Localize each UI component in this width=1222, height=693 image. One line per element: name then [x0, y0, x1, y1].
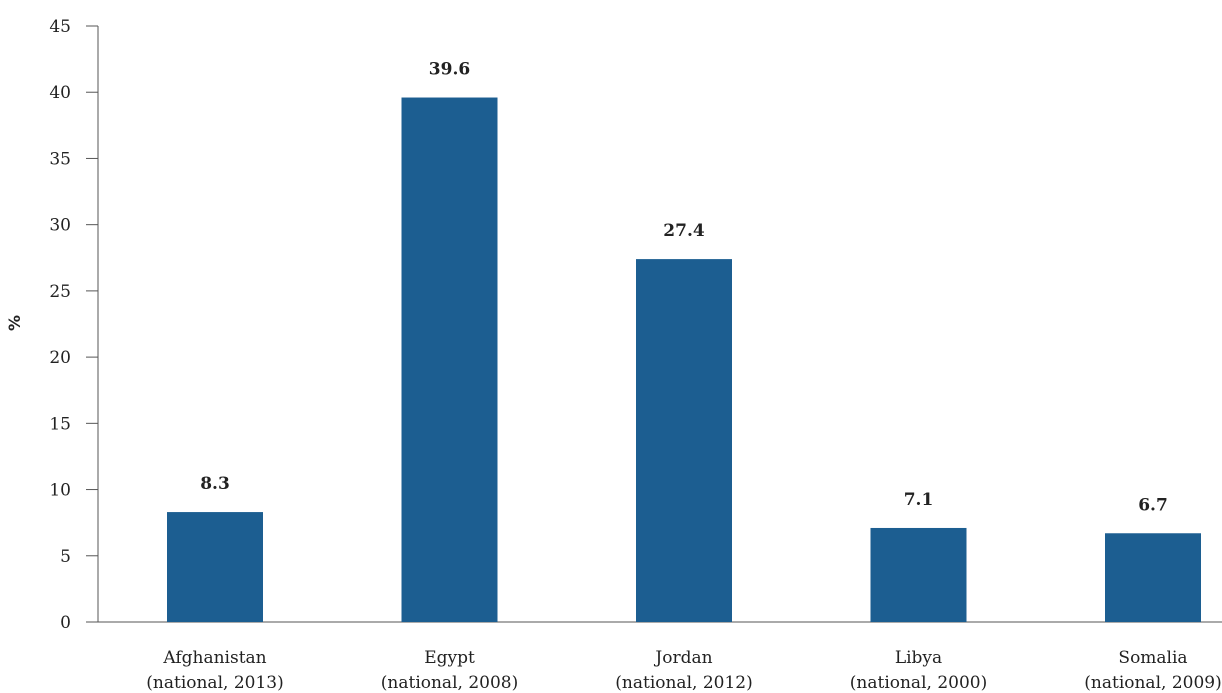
y-tick-label: 30 [49, 216, 71, 236]
x-tick-label: Afghanistan [162, 648, 266, 668]
bar [636, 259, 732, 622]
x-axis: Afghanistan (national, 2013) Egypt (nationa… [98, 621, 1222, 693]
bar [870, 527, 967, 622]
value-labels: 8.3 39.6 27.4 7.1 6.7 [200, 60, 1168, 516]
y-tick-label: 25 [49, 282, 71, 302]
y-tick-label: 45 [49, 17, 71, 37]
data-label: 27.4 [663, 221, 705, 241]
y-tick-label: 5 [60, 547, 71, 567]
y-tick-label: 35 [49, 149, 71, 169]
data-label: 39.6 [429, 60, 470, 80]
x-tick-label: (national, 2012) [615, 673, 752, 693]
bars [167, 97, 1201, 622]
x-tick-label: (national, 2008) [381, 673, 518, 693]
x-tick-label: Egypt [424, 648, 475, 668]
data-label: 6.7 [1138, 495, 1168, 515]
bar [401, 97, 498, 622]
x-tick-label: (national, 2000) [850, 673, 987, 693]
y-axis-title: % [5, 315, 24, 331]
y-tick-label: 0 [60, 613, 71, 633]
y-axis: 0 5 10 15 20 25 30 35 40 45 [49, 17, 99, 633]
y-tick-label: 15 [49, 414, 71, 434]
x-tick-label: (national, 2009) [1084, 673, 1221, 693]
data-label: 8.3 [200, 474, 230, 494]
bar [1105, 533, 1201, 622]
y-tick-label: 10 [49, 481, 71, 501]
data-label: 7.1 [904, 490, 934, 510]
x-tick-label: Somalia [1118, 648, 1187, 668]
y-tick-label: 20 [49, 348, 71, 368]
x-tick-label: (national, 2013) [146, 673, 283, 693]
x-tick-label: Libya [895, 648, 942, 668]
bar [167, 512, 263, 622]
y-tick-label: 40 [49, 83, 71, 103]
x-tick-label: Jordan [653, 648, 712, 668]
